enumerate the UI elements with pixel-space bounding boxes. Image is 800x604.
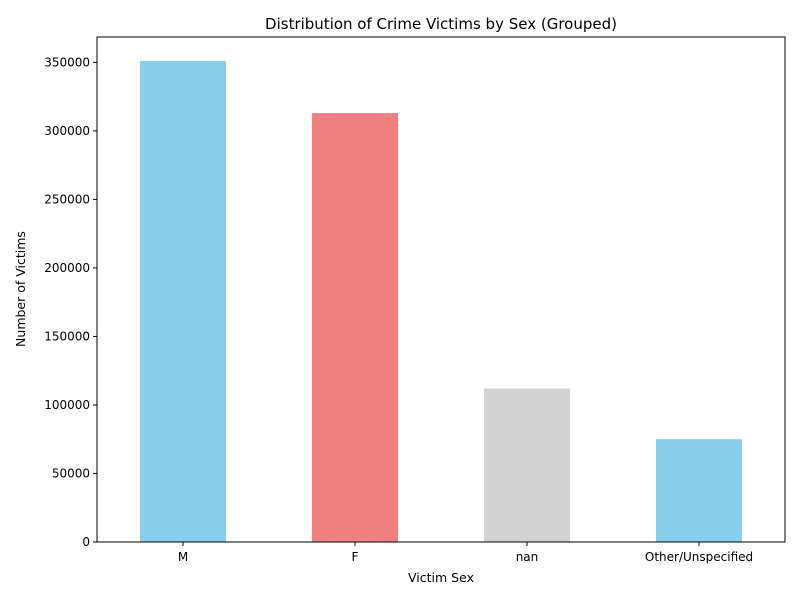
x-tick-label: F (352, 550, 359, 564)
plot-frame (96, 36, 786, 543)
x-tick-label: nan (516, 550, 539, 564)
y-tick-label: 150000 (44, 329, 90, 343)
y-tick-label: 350000 (44, 55, 90, 69)
bar-other-unspecified (656, 439, 742, 542)
y-tick-label: 0 (82, 535, 90, 549)
x-tick-label: Other/Unspecified (645, 550, 753, 564)
bar-m (140, 60, 226, 542)
bar-f (312, 113, 398, 542)
plot-area: 0 50000 100000 150000 200000 250000 300000 3500… (44, 36, 786, 564)
y-axis-label: Number of Victims (13, 231, 28, 347)
y-tick-label: 200000 (44, 261, 90, 275)
chart-title: Distribution of Crime Victims by Sex (Gr… (265, 15, 617, 33)
y-tick-label: 50000 (52, 466, 90, 480)
y-tick-label: 300000 (44, 124, 90, 138)
x-axis-label: Victim Sex (408, 570, 474, 585)
bar-nan (484, 388, 570, 542)
y-tick-label: 100000 (44, 398, 90, 412)
x-tick-label: M (178, 550, 188, 564)
y-tick-label: 250000 (44, 192, 90, 206)
